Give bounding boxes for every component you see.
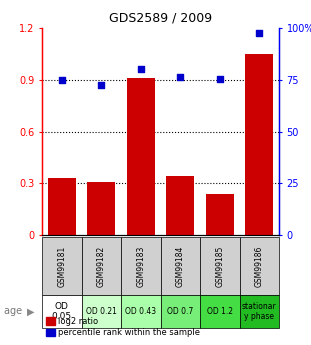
Text: GSM99185: GSM99185: [215, 245, 224, 287]
Text: OD
0.05: OD 0.05: [52, 302, 72, 321]
Bar: [81, 237, 121, 295]
Bar: [127, 78, 155, 235]
Text: stationar
y phase: stationar y phase: [242, 302, 276, 321]
Text: GSM99186: GSM99186: [255, 245, 264, 287]
Point: [257, 30, 262, 36]
Text: OD 1.2: OD 1.2: [207, 307, 233, 316]
Text: GSM99181: GSM99181: [57, 245, 66, 287]
Bar: [200, 295, 239, 328]
Bar: [87, 181, 115, 235]
Bar: [48, 178, 76, 235]
Bar: [160, 237, 200, 295]
Bar: [121, 295, 160, 328]
Bar: [245, 54, 273, 235]
Point: [99, 82, 104, 88]
Text: OD 0.7: OD 0.7: [167, 307, 193, 316]
Bar: [239, 237, 279, 295]
Bar: [166, 176, 194, 235]
Bar: [206, 194, 234, 235]
Point: [178, 74, 183, 79]
Point: [59, 77, 64, 82]
Text: GSM99182: GSM99182: [97, 245, 106, 287]
Point: [217, 76, 222, 81]
Title: GDS2589 / 2009: GDS2589 / 2009: [109, 11, 212, 24]
Bar: [81, 295, 121, 328]
Text: OD 0.21: OD 0.21: [86, 307, 117, 316]
Text: age: age: [4, 306, 25, 316]
Point: [138, 67, 143, 72]
Text: ▶: ▶: [27, 306, 35, 316]
Bar: [42, 295, 81, 328]
Bar: [121, 237, 160, 295]
Legend: log2 ratio, percentile rank within the sample: log2 ratio, percentile rank within the s…: [46, 317, 200, 337]
Text: OD 0.43: OD 0.43: [125, 307, 156, 316]
Text: GSM99184: GSM99184: [176, 245, 185, 287]
Text: GSM99183: GSM99183: [136, 245, 145, 287]
Bar: [160, 295, 200, 328]
Bar: [239, 295, 279, 328]
Bar: [200, 237, 239, 295]
Bar: [42, 237, 81, 295]
